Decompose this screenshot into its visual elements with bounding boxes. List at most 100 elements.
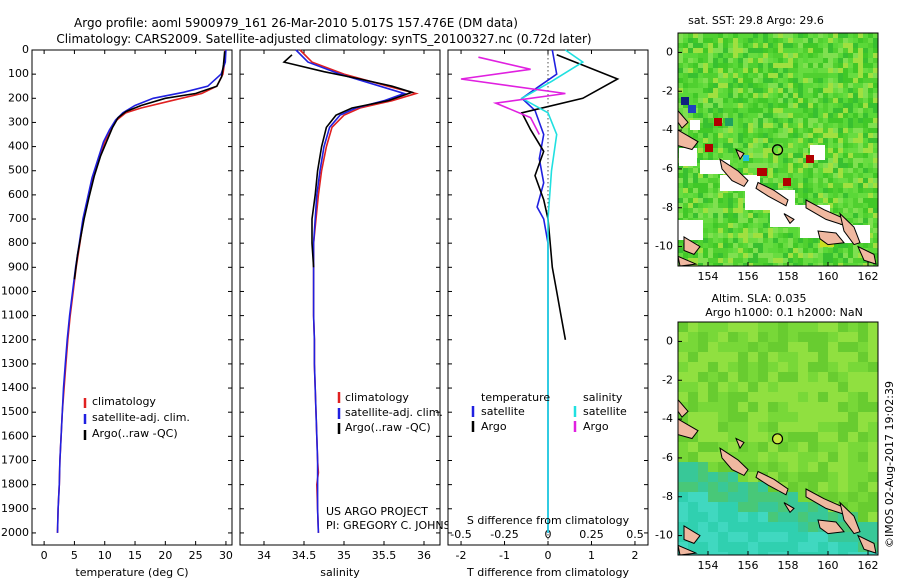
sst-cell [833,143,838,148]
x-tick-label: 2 [631,549,638,562]
island-shape [683,236,701,256]
sst-cell [873,228,878,233]
sst-cell [738,133,743,138]
sst-cell [828,103,833,108]
sst-cell [703,228,708,233]
sst-cell [748,93,753,98]
sst-cell [848,103,853,108]
sst-cell [773,103,778,108]
sst-cell [813,263,818,266]
sst-cell [703,233,708,238]
sst-cell [758,263,763,266]
sla-cell [748,362,758,372]
sst-cell [843,98,848,103]
sst-cell [733,48,738,53]
sst-cell [868,153,873,158]
sla-cell [838,372,848,382]
sst-cell [768,108,773,113]
legend-label-sal-satellite: satellite [583,405,627,418]
sst-cell [728,263,733,266]
sla-cell [818,392,828,402]
sst-cell [693,128,698,133]
sst-cell [778,103,783,108]
sst-cell [748,128,753,133]
sst-cell [683,48,688,53]
sla-cell [718,492,728,502]
sst-cell [838,203,843,208]
sst-cell [833,103,838,108]
sst-cell [853,218,858,223]
sla-cell [868,342,878,352]
sla-cell [768,362,778,372]
sst-cell [843,78,848,83]
anomaly-cell [783,178,791,186]
x-tick-label: 162 [858,270,879,283]
sla-cell [818,442,828,452]
sst-cell [753,218,758,223]
sst-cell [873,88,878,93]
sla-cell [708,452,718,462]
sst-cell [863,58,868,63]
sst-cell [678,108,683,113]
sst-cell [708,208,713,213]
sst-cell [863,173,868,178]
sst-cell [758,78,763,83]
sst-cell [808,53,813,58]
sst-cell [688,198,693,203]
sst-cell [753,168,758,173]
legend-label-temp-argo: Argo [481,420,507,433]
salinity-legend: climatology satellite-adj. clim. Argo(..… [337,391,443,434]
sla-cell [808,472,818,482]
sst-cell [788,148,793,153]
sst-cell [868,263,873,266]
sla-cell [768,542,778,552]
sst-cell [758,163,763,168]
sla-cell [698,422,708,432]
sst-cell [858,203,863,208]
sst-cell [723,193,728,198]
sst-cell [733,223,738,228]
sla-cell [728,372,738,382]
sla-cell [698,532,708,542]
sst-cell [848,63,853,68]
sla-cell [728,492,738,502]
sst-cell [793,103,798,108]
sst-cell [868,208,873,213]
sst-cell [748,258,753,263]
sst-cell [868,248,873,253]
sst-cell [773,168,778,173]
sla-cell [808,322,818,332]
sst-cell [748,263,753,266]
sst-cell [843,83,848,88]
sst-cell [703,243,708,248]
sst-cell [738,43,743,48]
sst-cell [688,133,693,138]
sst-cell [778,158,783,163]
sst-cell [678,208,683,213]
sst-cell [753,108,758,113]
sst-cell [808,58,813,63]
sst-cell [823,58,828,63]
sst-cell [698,73,703,78]
sst-cell [743,48,748,53]
sla-cell [858,352,868,362]
sla-cell [728,332,738,342]
sst-cell [738,193,743,198]
sst-cell [743,103,748,108]
sst-cell [728,33,733,38]
sst-cell [688,33,693,38]
sst-cell [683,78,688,83]
sst-cell [783,113,788,118]
sst-cell [678,183,683,188]
sst-cell [813,178,818,183]
sla-cell [748,452,758,462]
x-tick-label: 25 [189,549,203,562]
sst-cell [818,103,823,108]
sst-cell [748,68,753,73]
sst-cell [808,88,813,93]
sst-cell [743,258,748,263]
sst-cell [718,208,723,213]
sst-cell [768,88,773,93]
sst-cell [753,38,758,43]
sla-cell [838,542,848,552]
